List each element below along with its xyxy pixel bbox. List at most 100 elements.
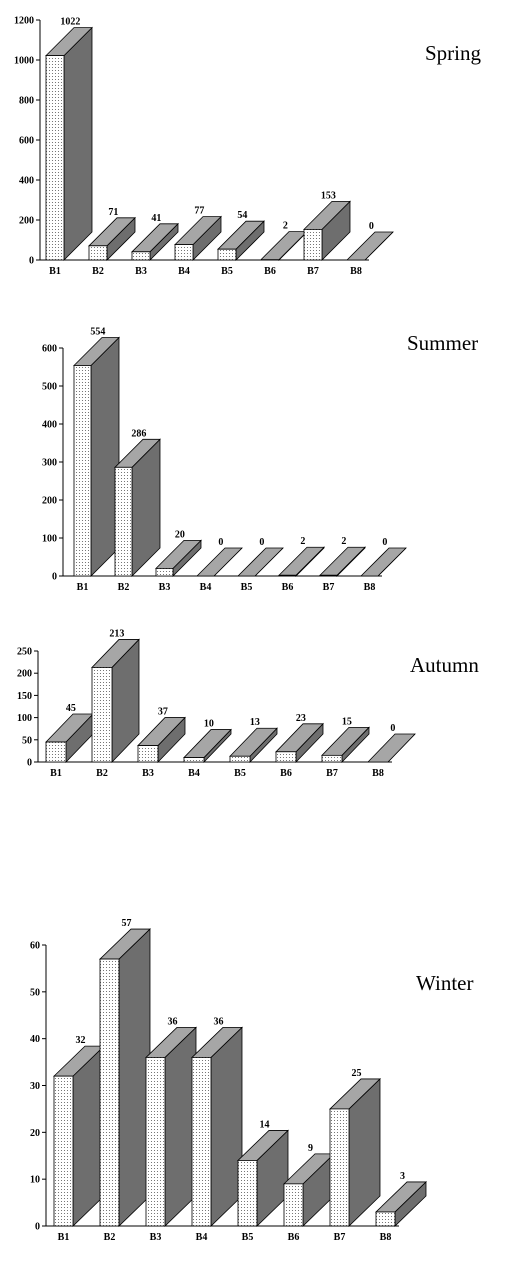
data-label-summer-B6: 2 (300, 536, 305, 547)
data-label-summer-B2: 286 (131, 428, 146, 439)
bar-summer-B4 (196, 547, 243, 577)
bar-summer-B8 (360, 547, 407, 577)
bar-winter-B6 (283, 1152, 335, 1227)
y-tick-label-spring: 0 (29, 256, 34, 267)
data-label-spring-B2: 71 (108, 207, 118, 218)
bar-spring-B3 (131, 222, 179, 261)
data-label-autumn-B1: 45 (66, 703, 76, 714)
y-tick-label-spring: 200 (19, 216, 34, 227)
y-tick-label-autumn: 150 (17, 691, 32, 702)
data-label-winter-B1: 32 (76, 1035, 86, 1046)
y-tick-label-summer: 200 (42, 496, 57, 507)
bar-spring-B6 (260, 230, 308, 261)
bar-autumn-B7 (321, 726, 370, 763)
category-label-autumn-B1: B1 (50, 768, 62, 779)
y-tick-label-spring: 600 (19, 136, 34, 147)
data-label-winter-B6: 9 (308, 1143, 313, 1154)
y-tick-label-summer: 500 (42, 382, 57, 393)
category-label-winter-B5: B5 (242, 1232, 254, 1243)
bar-front (73, 365, 92, 577)
category-label-spring-B8: B8 (350, 266, 362, 277)
bar-front (329, 1108, 350, 1227)
data-label-winter-B2: 57 (122, 918, 132, 929)
bar-autumn-B1 (45, 713, 94, 763)
bar-front (114, 466, 133, 577)
category-label-summer-B1: B1 (77, 582, 89, 593)
chart-winter: Winter 0 10 20 30 40 50 60 32 B1 57 B2 36 B3 36 B4 14 B5… (30, 918, 473, 1243)
data-label-summer-B4: 0 (218, 537, 223, 548)
bar-spring-B1 (45, 26, 93, 261)
bar-side (210, 1026, 243, 1227)
y-tick-label-spring: 400 (19, 176, 34, 187)
category-label-spring-B6: B6 (264, 266, 276, 277)
chart-title-spring: Spring (425, 41, 482, 65)
category-label-winter-B4: B4 (196, 1232, 208, 1243)
bar-winter-B7 (329, 1077, 381, 1227)
bar-autumn-B6 (275, 722, 324, 763)
y-tick-label-autumn: 250 (17, 647, 32, 658)
bar-side (164, 1026, 197, 1227)
bar-spring-B5 (217, 220, 265, 261)
bar-front (321, 754, 343, 763)
category-label-spring-B2: B2 (92, 266, 104, 277)
category-label-autumn-B2: B2 (96, 768, 108, 779)
bar-front (237, 1160, 258, 1227)
bar-summer-B6 (278, 546, 325, 577)
category-label-autumn-B7: B7 (326, 768, 338, 779)
y-tick-label-winter: 0 (35, 1222, 40, 1233)
data-label-winter-B3: 36 (168, 1016, 178, 1027)
chart-title-winter: Winter (416, 971, 473, 995)
data-label-spring-B6: 2 (283, 221, 288, 232)
y-tick-label-winter: 10 (30, 1175, 40, 1186)
y-tick-label-autumn: 200 (17, 669, 32, 680)
bar-top (183, 729, 232, 758)
data-label-winter-B7: 25 (352, 1068, 362, 1079)
bar-summer-B7 (319, 546, 366, 577)
bar-front (99, 958, 120, 1227)
y-tick-label-summer: 0 (52, 572, 57, 583)
bar-top (346, 231, 394, 261)
bar-front (375, 1211, 396, 1227)
category-label-summer-B2: B2 (118, 582, 130, 593)
bar-front (53, 1075, 74, 1227)
data-label-spring-B5: 54 (237, 210, 247, 221)
data-label-winter-B5: 14 (260, 1119, 270, 1130)
bar-winter-B3 (145, 1026, 197, 1227)
category-label-spring-B5: B5 (221, 266, 233, 277)
bar-autumn-B8 (367, 733, 416, 763)
category-label-autumn-B3: B3 (142, 768, 154, 779)
data-label-summer-B1: 554 (90, 326, 105, 337)
bar-front (319, 574, 338, 577)
bar-spring-B8 (346, 231, 394, 261)
y-tick-label-winter: 50 (30, 987, 40, 998)
bar-front (45, 55, 65, 261)
category-label-spring-B3: B3 (135, 266, 147, 277)
y-tick-label-winter: 40 (30, 1034, 40, 1045)
data-label-autumn-B8: 0 (390, 723, 395, 734)
bar-front (217, 248, 237, 261)
data-label-spring-B4: 77 (194, 206, 204, 217)
bar-front (275, 751, 297, 763)
bar-summer-B1 (73, 336, 120, 577)
bar-front (45, 741, 67, 763)
category-label-spring-B4: B4 (178, 266, 190, 277)
bar-top (196, 547, 243, 577)
category-label-summer-B5: B5 (241, 582, 253, 593)
data-label-summer-B3: 20 (175, 529, 185, 540)
bar-top (367, 733, 416, 763)
bar-winter-B8 (375, 1181, 427, 1227)
bar-front (88, 245, 108, 261)
bar-spring-B7 (303, 200, 351, 261)
category-label-autumn-B5: B5 (234, 768, 246, 779)
y-tick-label-winter: 20 (30, 1128, 40, 1139)
bar-autumn-B4 (183, 728, 232, 763)
y-tick-label-summer: 100 (42, 534, 57, 545)
bar-top (229, 727, 278, 757)
bar-front (229, 755, 251, 763)
bar-front (145, 1057, 166, 1227)
data-label-spring-B8: 0 (369, 221, 374, 232)
category-label-summer-B3: B3 (159, 582, 171, 593)
category-label-autumn-B6: B6 (280, 768, 292, 779)
chart-summer: Summer 0100200300400500600554B1286B220B3… (42, 326, 478, 593)
